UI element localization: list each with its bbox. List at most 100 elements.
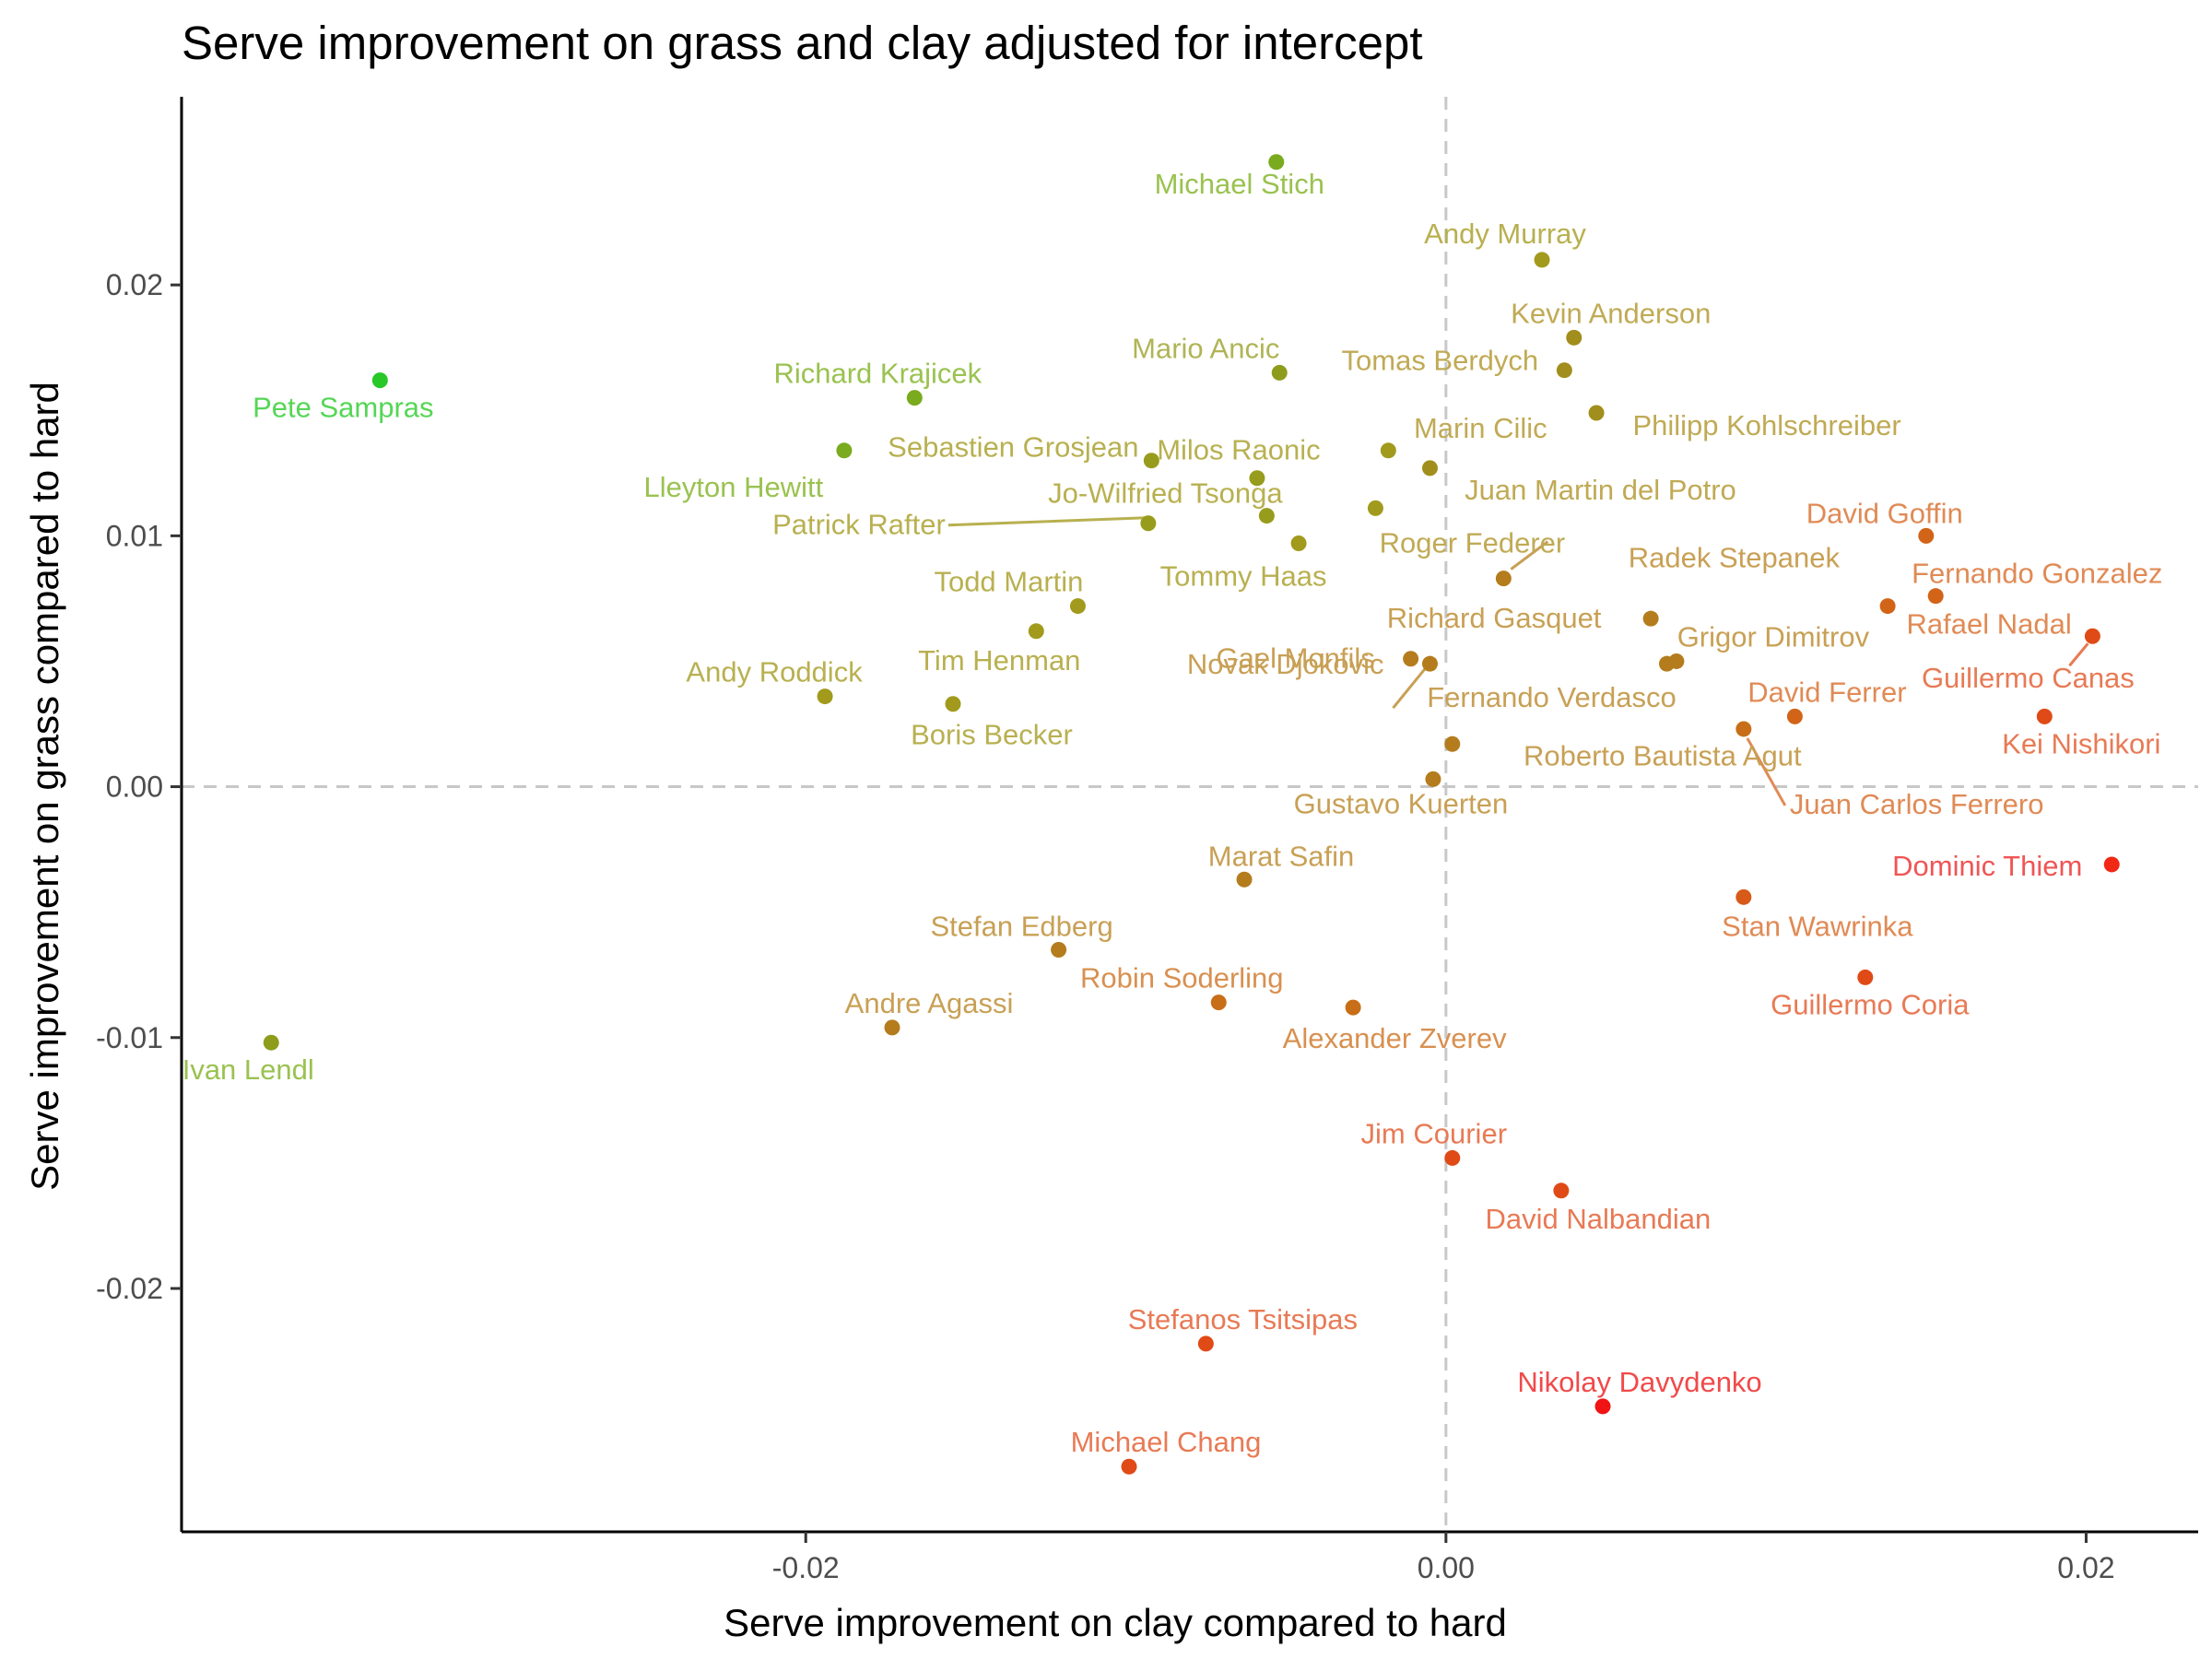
label-juan-martin-del-potro: Juan Martin del Potro: [1465, 474, 1736, 506]
label-andy-murray: Andy Murray: [1424, 218, 1586, 250]
y-tick-label: 0.01: [106, 519, 163, 552]
point-dominic-thiem: [2103, 856, 2120, 873]
chart-title: Serve improvement on grass and clay adju…: [182, 17, 1423, 69]
point-novak-djokovic: [1421, 655, 1438, 672]
y-axis-title: Serve improvement on grass compared to h…: [23, 382, 66, 1191]
point-alexander-zverev: [1345, 999, 1361, 1016]
label-marin-cilic: Marin Cilic: [1414, 412, 1547, 444]
label-fernando-gonzalez: Fernando Gonzalez: [1912, 558, 2162, 590]
x-axis-title: Serve improvement on clay compared to ha…: [724, 1601, 1507, 1644]
point-kevin-anderson: [1566, 329, 1583, 346]
point-rafael-nadal: [1879, 598, 1896, 615]
leader-juan-carlos-ferrero: [1746, 737, 1787, 806]
label-philipp-kohlschreiber: Philipp Kohlschreiber: [1632, 409, 1900, 441]
label-gael-monfils: Gael Monfils: [1216, 642, 1374, 675]
leader-novak-djokovic: [1392, 667, 1427, 710]
point-michael-stich: [1268, 154, 1285, 171]
y-tick-label: 0.00: [106, 771, 163, 804]
point-guillermo-canas: [2084, 628, 2100, 644]
label-juan-carlos-ferrero: Juan Carlos Ferrero: [1790, 788, 2044, 820]
point-andy-roddick: [817, 688, 833, 705]
leader-guillermo-canas: [2068, 642, 2089, 667]
label-andy-roddick: Andy Roddick: [686, 656, 863, 688]
point-richard-gasquet: [1642, 610, 1659, 627]
label-marat-safin: Marat Safin: [1208, 840, 1355, 872]
point-milos-raonic: [1249, 470, 1265, 487]
y-tick-label: 0.02: [106, 268, 163, 301]
label-david-ferrer: David Ferrer: [1747, 676, 1906, 708]
point-guillermo-coria: [1857, 969, 1874, 985]
label-nikolay-davydenko: Nikolay Davydenko: [1517, 1366, 1761, 1398]
label-richard-gasquet: Richard Gasquet: [1387, 602, 1602, 634]
ticks: -0.02 0.00 0.02 -0.02 -0.01 0.00 0.01 0.02: [96, 268, 2115, 1584]
point-juan-martin-del-potro: [1421, 460, 1438, 477]
point-david-nalbandian: [1553, 1182, 1570, 1199]
point-richard-krajicek: [906, 390, 923, 406]
point-labels: Michael Stich Andy Murray Kevin Anderson Pe…: [182, 168, 2163, 1458]
label-todd-martin: Todd Martin: [934, 566, 1083, 598]
label-david-goffin: David Goffin: [1806, 497, 1963, 529]
point-tim-henman: [1028, 623, 1044, 640]
point-andy-murray: [1534, 252, 1550, 268]
label-jim-courier: Jim Courier: [1361, 1117, 1507, 1149]
axes: [180, 97, 2198, 1534]
label-tomas-berdych: Tomas Berdych: [1342, 345, 1539, 377]
label-michael-stich: Michael Stich: [1155, 168, 1324, 200]
point-stan-wawrinka: [1735, 888, 1752, 905]
label-grigor-dimitrov: Grigor Dimitrov: [1677, 620, 1870, 653]
point-david-ferrer: [1786, 708, 1803, 724]
label-stan-wawrinka: Stan Wawrinka: [1722, 910, 1913, 942]
label-lleyton-hewitt: Lleyton Hewitt: [644, 471, 824, 503]
label-pete-sampras: Pete Sampras: [253, 392, 433, 424]
point-marat-safin: [1236, 871, 1253, 888]
point-jo-wilfried-tsonga: [1258, 508, 1275, 524]
point-boris-becker: [945, 696, 961, 712]
label-jo-wilfried-tsonga: Jo-Wilfried Tsonga: [1048, 477, 1283, 510]
y-tick-label: -0.01: [96, 1021, 163, 1054]
point-lleyton-hewitt: [836, 442, 853, 459]
label-stefan-edberg: Stefan Edberg: [931, 910, 1113, 942]
point-fernando-verdasco: [1658, 655, 1675, 672]
label-guillermo-canas: Guillermo Canas: [1922, 662, 2135, 694]
point-stefanos-tsitsipas: [1197, 1335, 1214, 1352]
point-ivan-lendl: [263, 1034, 279, 1051]
label-tim-henman: Tim Henman: [918, 644, 1080, 677]
label-kei-nishikori: Kei Nishikori: [2002, 727, 2160, 759]
point-andre-agassi: [884, 1019, 900, 1036]
point-marin-cilic: [1380, 442, 1396, 459]
label-sebastien-grosjean: Sebastien Grosjean: [888, 431, 1138, 464]
label-ivan-lendl: Ivan Lendl: [182, 1053, 314, 1086]
label-novak-djokovic: Novak Djokovic: [1187, 648, 1384, 680]
leader-radek-stepanek: [1510, 540, 1549, 571]
label-richard-krajicek: Richard Krajicek: [773, 358, 982, 390]
x-tick-label: 0.02: [2057, 1551, 2114, 1584]
point-tommy-haas: [1290, 535, 1307, 552]
label-roger-federer: Roger Federer: [1380, 526, 1566, 559]
point-kei-nishikori: [2036, 708, 2053, 724]
point-fernando-gonzalez: [1927, 588, 1944, 605]
label-andre-agassi: Andre Agassi: [845, 987, 1014, 1019]
point-radek-stepanek: [1495, 571, 1512, 587]
point-david-goffin: [1918, 527, 1935, 544]
point-mario-ancic: [1271, 364, 1288, 381]
point-robin-soderling: [1210, 994, 1227, 1011]
point-tomas-berdych: [1556, 362, 1572, 379]
label-michael-chang: Michael Chang: [1071, 1426, 1262, 1458]
point-todd-martin: [1069, 598, 1086, 615]
label-robin-soderling: Robin Soderling: [1080, 962, 1284, 994]
x-tick-label: -0.02: [772, 1551, 840, 1584]
point-stefan-edberg: [1051, 941, 1067, 958]
point-juan-carlos-ferrero: [1735, 721, 1752, 737]
point-roger-federer: [1367, 500, 1383, 516]
label-tommy-haas: Tommy Haas: [1160, 560, 1327, 593]
label-patrick-rafter: Patrick Rafter: [772, 509, 946, 541]
label-radek-stepanek: Radek Stepanek: [1629, 542, 1841, 574]
point-gustavo-kuerten: [1425, 771, 1441, 787]
point-gael-monfils: [1403, 651, 1419, 667]
label-dominic-thiem: Dominic Thiem: [1892, 850, 2082, 882]
label-guillermo-coria: Guillermo Coria: [1771, 988, 1970, 1020]
label-roberto-bautista-agut: Roberto Bautista Agut: [1524, 739, 1802, 771]
label-fernando-verdasco: Fernando Verdasco: [1427, 681, 1677, 713]
point-patrick-rafter: [1140, 515, 1157, 532]
